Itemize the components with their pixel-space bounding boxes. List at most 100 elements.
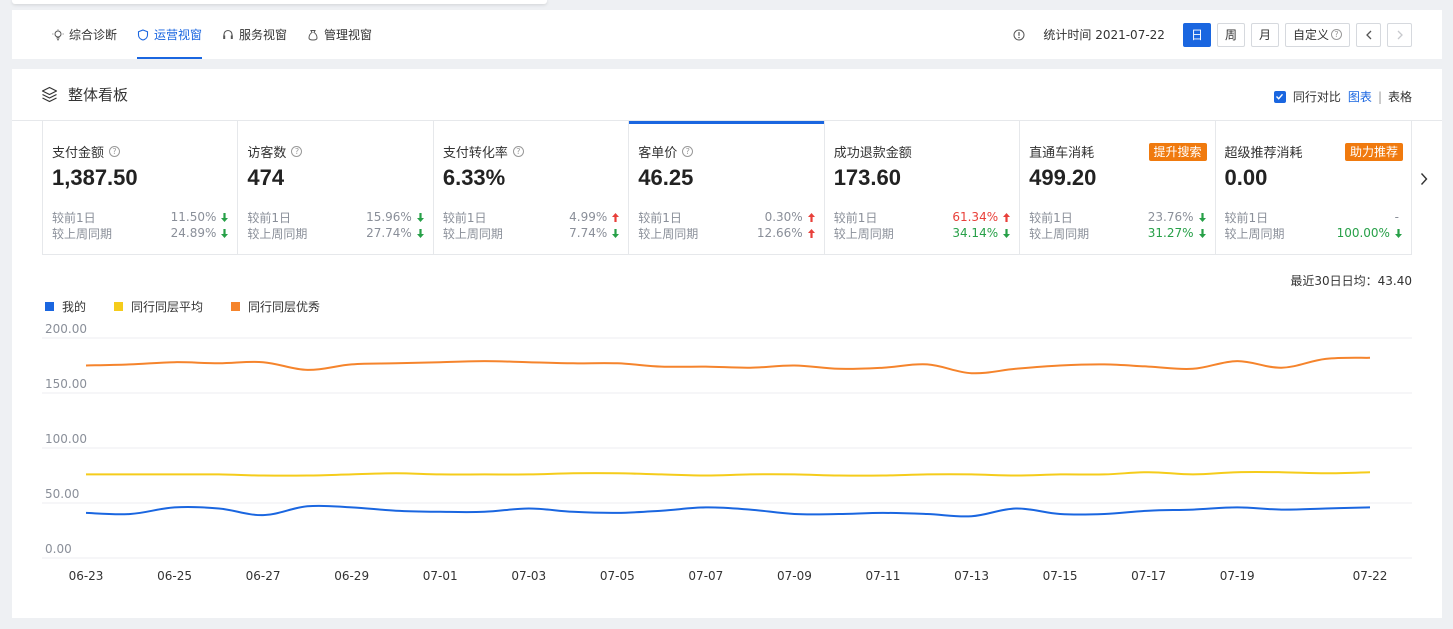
legend-swatch	[45, 302, 54, 311]
compare-row: 较前1日 0.30%	[638, 209, 815, 225]
kpi-card[interactable]: 超级推荐消耗 助力推荐 0.00 较前1日 - 较上周同期 100.00%	[1216, 121, 1411, 254]
legend-label: 同行同层平均	[131, 300, 204, 314]
x-tick-label: 07-03	[511, 569, 546, 583]
compare-label: 较上周同期	[52, 226, 113, 241]
next-date-button[interactable]	[1387, 22, 1412, 47]
headset-icon	[222, 29, 234, 41]
trend-chart: 最近30日日均：43.40 我的 同行同层平均 同行同层优秀 0.00 50.00 10…	[12, 255, 1442, 618]
arrow-down-icon	[1002, 228, 1011, 239]
legend-label: 同行同层优秀	[248, 300, 321, 314]
x-tick-label: 07-07	[688, 569, 723, 583]
compare-row: 较上周同期 34.14%	[834, 225, 1011, 241]
view-divider: |	[1377, 89, 1382, 104]
help-icon: ?	[1331, 29, 1342, 40]
y-tick-label: 200.00	[45, 322, 87, 336]
x-tick-label: 07-19	[1220, 569, 1255, 583]
legend-item[interactable]: 我的	[45, 298, 86, 315]
compare-row: 较前1日 -	[1225, 209, 1403, 225]
period-week-button[interactable]: 周	[1216, 22, 1245, 47]
kpi-name-label: 支付金额	[52, 145, 105, 161]
kpi-name-label: 客单价	[638, 145, 678, 161]
shield-icon	[137, 28, 149, 41]
compare-pct: 7.74%	[569, 226, 608, 240]
tab-label: 服务视窗	[239, 28, 288, 42]
kpi-row: 支付金额? 1,387.50 较前1日 11.50% 较上周同期 24.89% 访…	[42, 121, 1412, 255]
prev-date-button[interactable]	[1356, 22, 1381, 47]
kpi-card[interactable]: 支付金额? 1,387.50 较前1日 11.50% 较上周同期 24.89%	[43, 121, 239, 254]
tab-label: 管理视窗	[324, 28, 373, 42]
x-tick-label: 07-09	[777, 569, 812, 583]
board-title: 整体看板	[41, 84, 128, 105]
top-strip	[12, 0, 547, 4]
kpi-value: 0.00	[1224, 165, 1268, 190]
kpi-name-label: 直通车消耗	[1029, 145, 1095, 161]
compare-pct: 31.27%	[1147, 226, 1194, 240]
view-table-link[interactable]: 表格	[1387, 90, 1412, 104]
arrow-up-icon	[611, 212, 620, 223]
arrow-down-icon	[1198, 228, 1207, 239]
compare-pct: 34.14%	[952, 226, 999, 240]
kpi-value: 6.33%	[442, 165, 506, 190]
compare-pct: 0.30%	[764, 210, 803, 224]
overview-panel: 整体看板 同行对比 图表 | 表格 支付金额? 1,387.50 较前1日 11.…	[12, 69, 1442, 618]
period-day-button[interactable]: 日	[1182, 22, 1211, 47]
help-icon[interactable]: ?	[682, 145, 694, 157]
kpi-card[interactable]: 直通车消耗 提升搜索 499.20 较前1日 23.76% 较上周同期 31.27%	[1020, 121, 1216, 254]
layers-icon	[41, 86, 58, 103]
period-month-button[interactable]: 月	[1250, 22, 1279, 47]
help-icon[interactable]: ?	[291, 145, 303, 157]
kpi-next-button[interactable]	[1416, 169, 1432, 189]
compare-row: 较上周同期 27.74%	[247, 225, 424, 241]
kpi-name: 成功退款金额	[834, 141, 1011, 161]
legend-swatch	[231, 302, 241, 311]
series-line-1[interactable]	[85, 470, 1371, 477]
series-line-2[interactable]	[85, 356, 1371, 375]
compare-checkbox[interactable]	[1273, 90, 1286, 103]
kpi-card[interactable]: 客单价? 46.25 较前1日 0.30% 较上周同期 12.66%	[629, 121, 825, 254]
compare-value: 11.50%	[171, 210, 230, 224]
info-icon[interactable]	[1013, 29, 1025, 41]
kpi-value: 474	[247, 165, 285, 190]
compare-pct: 15.96%	[366, 210, 412, 224]
kpi-compare: 较前1日 23.76% 较上周同期 31.27%	[1029, 209, 1206, 241]
view-chart-link[interactable]: 图表	[1347, 90, 1372, 104]
legend-item[interactable]: 同行同层平均	[114, 298, 203, 315]
compare-value: 7.74%	[569, 226, 620, 240]
compare-label: 较上周同期	[1224, 226, 1285, 241]
kpi-card[interactable]: 访客数? 474 较前1日 15.96% 较上周同期 27.74%	[238, 121, 434, 254]
chevron-right-icon	[1420, 173, 1428, 185]
tab-management[interactable]: 管理视窗	[307, 10, 372, 59]
kpi-name: 支付转化率?	[443, 141, 620, 161]
series-line-0[interactable]	[85, 504, 1371, 518]
compare-label: 较前1日	[442, 210, 487, 225]
legend-item[interactable]: 同行同层优秀	[231, 298, 320, 315]
period-custom-button[interactable]: 自定义 ?	[1284, 22, 1350, 47]
compare-row: 较上周同期 24.89%	[52, 225, 229, 241]
kpi-compare: 较前1日 - 较上周同期 100.00%	[1225, 209, 1403, 241]
stat-time: 统计时间 2021-07-22	[1043, 28, 1165, 42]
kpi-card[interactable]: 支付转化率? 6.33% 较前1日 4.99% 较上周同期 7.74%	[434, 121, 630, 254]
compare-label[interactable]: 同行对比	[1292, 90, 1341, 104]
kpi-compare: 较前1日 4.99% 较上周同期 7.74%	[443, 209, 620, 241]
help-icon[interactable]: ?	[512, 145, 524, 157]
x-tick-label: 06-23	[69, 569, 104, 583]
compare-row: 较前1日 11.50%	[52, 209, 229, 225]
kpi-value: 499.20	[1029, 165, 1097, 190]
kpi-name: 支付金额?	[52, 141, 229, 161]
kpi-promo-badge[interactable]: 提升搜索	[1148, 143, 1207, 161]
compare-pct: 27.74%	[366, 226, 412, 240]
compare-value: 12.66%	[757, 226, 816, 240]
kpi-compare: 较前1日 11.50% 较上周同期 24.89%	[52, 209, 229, 241]
compare-label: 较前1日	[247, 210, 292, 225]
kpi-promo-badge[interactable]: 助力推荐	[1344, 143, 1403, 161]
tab-diagnosis[interactable]: 综合诊断	[52, 10, 117, 59]
kpi-name-label: 支付转化率	[442, 145, 508, 161]
compare-label: 较上周同期	[442, 226, 503, 241]
chevron-left-icon	[1365, 30, 1373, 40]
tab-operations[interactable]: 运营视窗	[137, 10, 203, 59]
tab-service[interactable]: 服务视窗	[222, 10, 287, 59]
compare-label: 较上周同期	[1029, 226, 1090, 241]
kpi-card[interactable]: 成功退款金额 173.60 较前1日 61.34% 较上周同期 34.14%	[825, 121, 1021, 254]
help-icon[interactable]: ?	[109, 145, 121, 157]
compare-pct: 4.99%	[569, 210, 608, 224]
